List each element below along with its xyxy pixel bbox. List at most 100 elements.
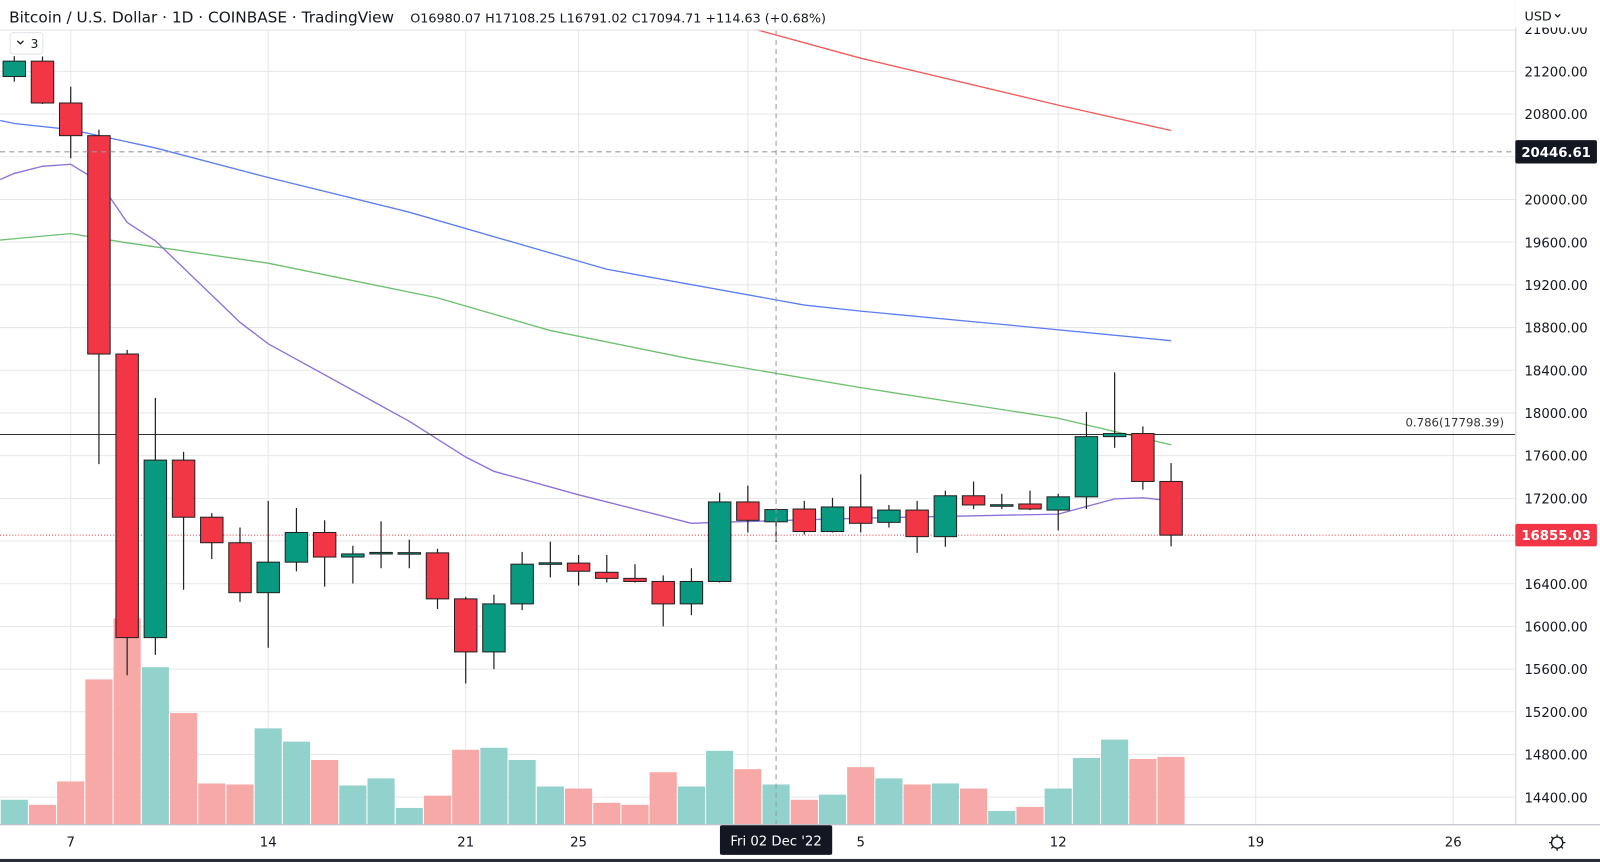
- volume-bar: [536, 786, 564, 825]
- candle-body: [933, 495, 958, 538]
- volume-bar: [367, 778, 395, 825]
- candle-body: [820, 506, 845, 533]
- volume-bar: [452, 749, 480, 825]
- volume-bar: [28, 804, 57, 825]
- price-tick-label: 20000.00: [1524, 194, 1587, 209]
- candle-body: [1131, 433, 1155, 482]
- candle-body: [425, 552, 450, 600]
- price-tick-label: 17200.00: [1524, 492, 1587, 507]
- svg-text:Fri 02 Dec '22: Fri 02 Dec '22: [730, 835, 821, 850]
- moving-average-line: [0, 232, 1172, 446]
- volume-bar: [395, 807, 423, 825]
- volume-bar: [593, 802, 621, 825]
- moving-average-line: [0, 163, 1172, 524]
- volume-bar: [0, 799, 28, 825]
- volume-bar: [818, 794, 847, 825]
- candles: [2, 56, 1183, 684]
- volume-bar: [875, 778, 903, 825]
- price-tick-label: 15600.00: [1524, 663, 1587, 678]
- price-tick-label: 18800.00: [1524, 322, 1587, 337]
- candle-body: [87, 135, 111, 355]
- price-tick-label: 19200.00: [1524, 279, 1587, 294]
- price-tick-label: 16000.00: [1524, 621, 1587, 636]
- price-axis-ticks: 21600.0021200.0020800.0020000.0019600.00…: [1524, 23, 1587, 806]
- candle-body: [369, 551, 393, 555]
- date-tick-label: 21: [457, 836, 474, 851]
- volume-bar: [565, 788, 593, 825]
- date-tick-label: 5: [856, 836, 864, 851]
- chevron-down-icon: [1554, 13, 1561, 18]
- candle-body: [397, 552, 422, 555]
- candle-body: [566, 562, 591, 572]
- crosshair-price-tag: 20446.61: [1515, 140, 1597, 164]
- volume-bar: [649, 772, 677, 825]
- date-tick-label: 14: [260, 836, 277, 851]
- candle-body: [1102, 433, 1127, 438]
- volume-bar: [903, 784, 931, 825]
- price-tick-label: 15200.00: [1524, 706, 1587, 721]
- indicator-toggle-button[interactable]: 3: [9, 32, 44, 55]
- price-tick-label: 18000.00: [1524, 407, 1587, 422]
- price-tick-label: 16400.00: [1524, 578, 1587, 593]
- volume-bar: [423, 795, 452, 825]
- price-axis[interactable]: [1515, 0, 1600, 862]
- indicator-count: 3: [31, 37, 39, 51]
- candle-body: [736, 501, 760, 521]
- volume-bar: [311, 759, 339, 825]
- candle-body: [58, 102, 83, 137]
- volume-bar: [508, 759, 536, 825]
- volume-bar: [85, 679, 113, 825]
- volume-bar: [141, 667, 169, 825]
- candle-body: [1159, 480, 1183, 536]
- settings-gear-icon[interactable]: [1548, 834, 1566, 851]
- volume-bar: [480, 747, 508, 825]
- volume-bar: [621, 804, 649, 825]
- candle-body: [228, 542, 252, 594]
- currency-selector[interactable]: USD: [1524, 9, 1561, 24]
- last-price-tag: 16855.03: [1515, 523, 1597, 547]
- candle-body: [707, 501, 732, 582]
- volume-bar: [254, 728, 282, 825]
- volume-bar: [988, 810, 1016, 825]
- price-tick-label: 20800.00: [1524, 108, 1587, 123]
- volume-bar: [1044, 788, 1072, 825]
- price-tick-label: 14400.00: [1524, 791, 1587, 806]
- candle-body: [312, 531, 337, 558]
- volume-bar: [847, 767, 875, 825]
- volume-bar: [1072, 757, 1100, 825]
- fib-level-label: 0.786(17798.39): [1405, 415, 1504, 429]
- volume-bar: [198, 783, 226, 825]
- candle-body: [482, 603, 506, 653]
- volume-bar: [170, 713, 198, 825]
- volume-bar: [931, 783, 959, 825]
- volume-bar: [1016, 806, 1044, 825]
- crosshair-date-tag: Fri 02 Dec '22: [719, 825, 833, 855]
- volume-bar: [706, 750, 734, 825]
- candle-body: [679, 580, 704, 605]
- chevron-down-icon: [16, 40, 24, 45]
- currency-label: USD: [1524, 9, 1551, 24]
- candle-body: [510, 563, 534, 605]
- date-tick-label: 25: [570, 836, 587, 851]
- bottom-border: [0, 858, 1600, 862]
- symbol-title[interactable]: Bitcoin / U.S. Dollar · 1D · COINBASE · …: [9, 8, 394, 26]
- candle-body: [143, 459, 168, 639]
- volume-bar: [282, 741, 311, 825]
- price-tick-label: 17600.00: [1524, 450, 1587, 465]
- svg-text:16855.03: 16855.03: [1521, 529, 1591, 544]
- volume-bar: [960, 788, 988, 825]
- candle-body: [623, 577, 647, 582]
- date-tick-label: 26: [1445, 836, 1462, 851]
- candle-body: [200, 516, 224, 544]
- volume-bars: [0, 618, 1185, 825]
- price-tick-label: 14800.00: [1524, 749, 1587, 764]
- volume-bar: [677, 786, 705, 825]
- currency-area: [1515, 0, 1600, 28]
- volume-bar: [1157, 756, 1185, 825]
- candle-body: [453, 598, 478, 653]
- volume-bar: [790, 799, 818, 825]
- candle-body: [171, 459, 196, 518]
- volume-bar: [339, 785, 367, 825]
- candle-body: [30, 60, 55, 104]
